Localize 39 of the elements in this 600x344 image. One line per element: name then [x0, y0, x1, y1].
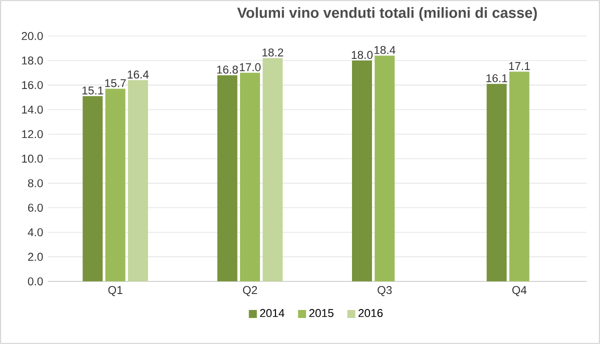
y-tick-label: 18.0: [22, 56, 43, 65]
data-label: 16.4: [128, 70, 149, 79]
y-tick-label: 2.0: [28, 252, 43, 261]
bar: [374, 56, 395, 282]
bar: [105, 88, 126, 282]
x-tick-label: Q2: [242, 286, 257, 296]
data-label: 15.7: [105, 79, 126, 88]
y-tick-label: 0.0: [28, 277, 43, 286]
bar: [486, 84, 507, 282]
y-tick-label: 10.0: [22, 154, 43, 163]
bar: [352, 60, 372, 282]
legend-label: 2015: [309, 309, 334, 318]
y-tick-label: 16.0: [22, 81, 43, 90]
bar: [128, 80, 148, 282]
data-label: 15.1: [82, 86, 104, 94]
data-label: 17.0: [240, 63, 261, 72]
y-tick-label: 12.0: [22, 130, 43, 138]
data-label: 18.0: [352, 50, 373, 59]
bar: [262, 58, 283, 282]
data-label: 16.1: [486, 74, 508, 82]
bar: [82, 96, 103, 282]
bar: [240, 72, 260, 282]
bar: [509, 72, 530, 282]
data-label: 17.1: [509, 62, 530, 70]
data-label: 16.8: [217, 66, 238, 74]
x-tick-label: Q4: [512, 286, 527, 296]
y-tick-label: 8.0: [28, 179, 43, 188]
x-tick-label: Q1: [108, 286, 122, 296]
data-label: 18.4: [374, 46, 396, 54]
legend-label: 2014: [260, 309, 284, 318]
bar: [217, 75, 238, 282]
y-tick-label: 6.0: [28, 204, 43, 212]
y-tick-label: 14.0: [22, 106, 43, 114]
chart-title: Volumi vino venduti totali (milioni di casse): [237, 7, 537, 21]
y-tick-label: 20.0: [22, 32, 43, 40]
y-tick-label: 4.0: [28, 228, 43, 236]
legend-label: 2016: [358, 309, 383, 318]
x-tick-label: Q3: [378, 286, 392, 296]
data-label: 18.2: [262, 48, 284, 56]
